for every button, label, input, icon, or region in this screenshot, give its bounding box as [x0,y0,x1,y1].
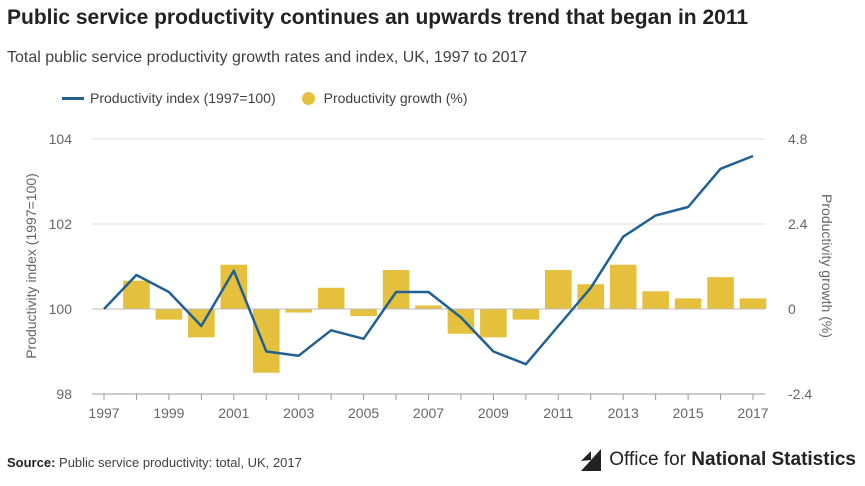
growth-bar [642,291,669,309]
source-prefix: Source: [7,455,56,470]
growth-bar [155,309,183,320]
growth-bar [350,309,377,317]
growth-bar [480,309,507,338]
combo-chart: 1997 1999 2001 2003 2005 2007 2009 2011 2013 2015… [23,131,835,421]
y-left-tick-label: 98 [56,386,72,402]
growth-bar [707,277,734,309]
growth-bar [447,309,475,334]
y-axis-right-title: Productivity growth (%) [819,194,835,338]
y-right-tick-label: 0 [788,301,796,317]
ons-logo-icon [581,449,602,471]
growth-bar [512,309,540,320]
gridlines [92,138,765,395]
x-axis: 1997 1999 2001 2003 2005 2007 2009 2011 2013 2015… [88,393,769,421]
growth-bar [544,270,572,309]
source-text: Public service productivity: total, UK, … [55,455,302,470]
chart-legend: Productivity index (1997=100) Productivi… [62,90,494,106]
y-axis-left: 98 100 102 104 [49,131,73,402]
growth-bar [739,298,767,309]
y-right-tick-label: -2.4 [788,386,812,402]
x-tick-label: 2005 [348,405,379,421]
legend-bar-label: Productivity growth (%) [323,90,468,106]
x-tick-label: 2001 [218,405,249,421]
index-line-path [103,154,754,366]
ons-logo[interactable]: Office for National Statistics [579,447,856,473]
y-left-tick-label: 102 [49,216,73,232]
ons-logo-text: Office for National Statistics [609,449,856,471]
growth-bar [674,298,702,309]
index-line [103,154,754,366]
x-tick-label: 1999 [153,405,184,421]
source-note: Source: Public service productivity: tot… [7,455,302,470]
y-right-tick-label: 4.8 [788,131,808,147]
growth-bar [382,270,410,309]
y-left-tick-label: 104 [49,131,73,147]
y-left-tick-label: 100 [49,301,73,317]
growth-bar [415,305,442,309]
legend-line-swatch [62,96,84,100]
growth-bars [123,264,767,373]
x-tick-label: 2011 [543,405,573,421]
chart-title: Public service productivity continues an… [7,6,749,29]
legend-bar-swatch [301,91,315,105]
x-tick-label: 2017 [737,405,768,421]
legend-item-growth: Productivity growth (%) [301,90,468,106]
growth-bar [609,264,637,309]
x-tick-label: 2009 [478,405,509,421]
growth-bar [188,309,215,338]
growth-bar [285,309,313,313]
x-tick-label: 1997 [88,405,119,421]
x-tick-label: 2003 [283,405,314,421]
legend-item-index: Productivity index (1997=100) [62,90,276,106]
legend-line-label: Productivity index (1997=100) [90,90,276,106]
ons-name-bold: National Statistics [691,449,856,470]
growth-bar [252,309,280,373]
ons-name-regular: Office for [609,449,692,470]
x-tick-label: 2013 [608,405,639,421]
y-axis-right: -2.4 0 2.4 4.8 [788,131,812,402]
y-axis-left-title: Productivity index (1997=100) [23,173,39,359]
chart-subtitle: Total public service productivity growth… [7,49,528,66]
growth-bar [317,287,345,309]
x-tick-label: 2015 [673,405,704,421]
y-right-tick-label: 2.4 [788,216,808,232]
x-tick-label: 2007 [413,405,444,421]
